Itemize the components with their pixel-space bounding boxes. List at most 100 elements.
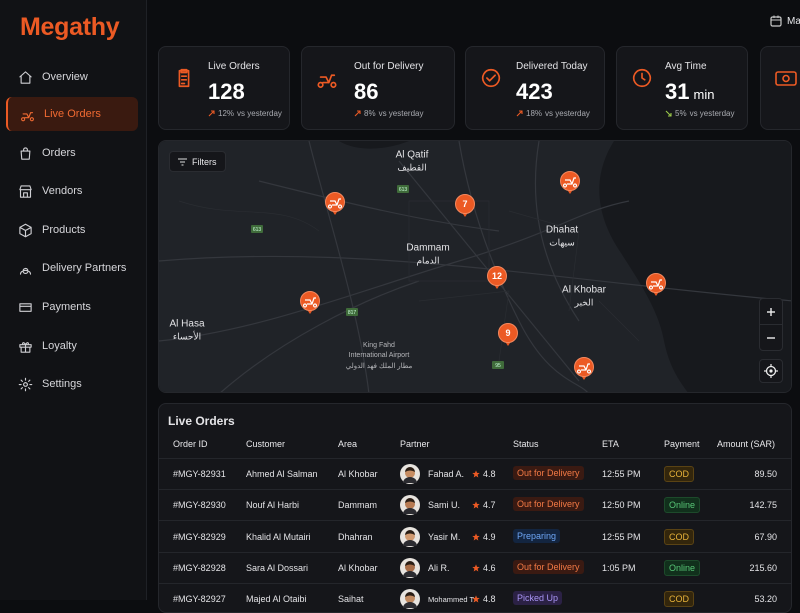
icon-path [19, 184, 32, 198]
sidebar: Megathy Overview Live Orders Orders Vendors… [0, 0, 147, 600]
status-badge: Picked Up [513, 591, 563, 606]
arrow-path [354, 110, 361, 117]
place-name-ar: الخبر [574, 297, 594, 308]
filters-button[interactable]: Filters [169, 151, 226, 172]
kpi-change-value: 18% [526, 109, 543, 118]
customer: Majed Al Otaibi [246, 594, 307, 605]
header-divider [159, 458, 791, 459]
partner-rating: 4.7 [483, 500, 496, 511]
date-picker[interactable]: Ma [770, 15, 800, 27]
order-id: #MGY-82928 [173, 562, 226, 573]
icon [482, 68, 500, 88]
nav-item[interactable]: Orders [6, 136, 138, 170]
avatar-hair [405, 560, 415, 566]
nav-item[interactable]: Delivery Partners [6, 251, 138, 285]
filter-icon [178, 158, 187, 165]
icon-path [482, 68, 500, 88]
icon-path [20, 146, 31, 160]
nav-item[interactable]: Products [6, 213, 138, 247]
nav-item[interactable]: Overview [6, 60, 138, 94]
nav-label: Products [42, 224, 86, 236]
avatar-hair [405, 498, 415, 504]
arrow-path [516, 110, 523, 117]
rating-star [472, 501, 480, 509]
kpi-change: 12% vs yesterday [208, 109, 282, 118]
marker-body [455, 194, 475, 214]
nav-item[interactable]: Vendors [6, 174, 138, 208]
nav-label: Payments [42, 301, 91, 313]
column-header: Customer [246, 439, 286, 449]
nav-item[interactable]: Settings [6, 367, 138, 401]
zoom-controls [759, 298, 783, 351]
map-marker[interactable]: 9 [498, 323, 518, 347]
table-row[interactable]: #MGY-82931 Ahmed Al Salman Al Khobar Fahad … [159, 459, 791, 490]
place-name-ar: سيهات [549, 237, 575, 248]
map-marker[interactable] [560, 171, 580, 195]
order-id: #MGY-82930 [173, 500, 226, 511]
eta: 12:55 PM [602, 469, 641, 479]
partner-avatar [400, 464, 420, 484]
kpi-card: Avg Time 31 min 5% vs yesterday [616, 46, 748, 130]
scooter-icon [576, 363, 592, 374]
kpi-unit: min [693, 87, 715, 102]
locate-icon [764, 364, 778, 378]
partner-name: Sami U. [428, 500, 461, 511]
map[interactable]: Al Qatif القطيف Dammam الدمام Dhahat سيهات Al … [158, 140, 792, 393]
kpi-label: Live Orders [208, 61, 260, 72]
kpi-number: 86 [354, 79, 379, 104]
star [472, 564, 480, 572]
road-shield: 817 [346, 308, 358, 316]
row-divider [159, 551, 791, 553]
logo: Megathy [20, 13, 120, 41]
icon-path [178, 68, 190, 88]
locate-button[interactable] [759, 359, 783, 383]
road-shield-bg [397, 185, 409, 193]
map-marker[interactable] [325, 192, 345, 216]
kpi-change-note: vs yesterday [237, 109, 282, 118]
cluster-count: 7 [462, 199, 467, 209]
row-divider [159, 489, 791, 490]
column-header: Payment [664, 439, 700, 449]
icon [19, 267, 32, 275]
column-header: Status [513, 439, 539, 449]
nav-item[interactable]: Payments [6, 290, 138, 324]
map-marker[interactable]: 12 [487, 266, 507, 290]
area: Al Khobar [338, 562, 378, 573]
icon-path [21, 111, 34, 121]
arrow-path [208, 110, 215, 117]
kpi-value: 31 min [665, 79, 714, 105]
kpi-number: 128 [208, 79, 245, 104]
nav-item[interactable]: Loyalty [6, 329, 138, 363]
kpi-change-note: vs yesterday [378, 109, 424, 118]
nav-item[interactable]: Live Orders [6, 97, 138, 131]
table-row[interactable]: #MGY-82927 Majed Al Otaibi Saihat Mohammed … [159, 584, 791, 612]
road-shield-bg [251, 225, 263, 233]
road-number: 817 [348, 310, 357, 316]
kpi-change-note: vs yesterday [689, 109, 735, 118]
kpi-label: Out for Delivery [354, 61, 424, 72]
place-name-ar: الدمام [416, 255, 439, 266]
icon [20, 146, 31, 160]
avatar-hair [405, 467, 415, 472]
map-marker[interactable] [300, 291, 320, 315]
airport-name: International Airport [349, 352, 410, 359]
icon [18, 377, 33, 391]
nav-label: Vendors [42, 185, 83, 197]
icon-path [19, 341, 32, 353]
table-title: Live Orders [168, 414, 235, 428]
status-badge: Out for Delivery [513, 559, 584, 574]
table-row[interactable]: #MGY-82928 Sara Al Dossari Al Khobar Ali R.… [159, 553, 791, 584]
table-row[interactable]: #MGY-82930 Nouf Al Harbi Dammam Sami U. 4.7 O… [159, 490, 791, 522]
zoom-in[interactable] [767, 308, 775, 316]
road-shield: 613 [251, 225, 263, 233]
kpi-value: 423 [516, 79, 553, 105]
table-row[interactable]: #MGY-82929 Khalid Al Mutairi Dhahran Yasir … [159, 522, 791, 553]
row-divider [159, 582, 791, 584]
trend-arrow [516, 110, 523, 117]
map-marker[interactable]: 7 [455, 194, 475, 218]
map-marker[interactable] [574, 357, 594, 381]
icon [21, 111, 34, 121]
map-marker[interactable] [646, 273, 666, 297]
kpi-change: 5% vs yesterday [665, 109, 734, 118]
